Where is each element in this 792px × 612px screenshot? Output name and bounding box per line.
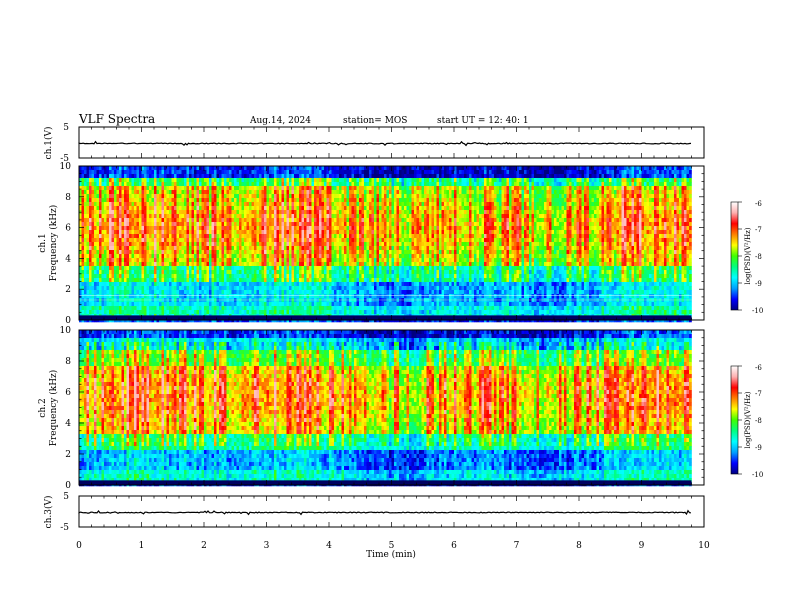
- ch3-waveform-panel: 5 -5 ch.3(V): [43, 492, 705, 533]
- time-tick-label: 6: [451, 541, 457, 551]
- frequency-tick-label: 8: [65, 357, 71, 367]
- time-axis-tick-labels: 0 1 2 3 4 5 6 7 8 9 10: [76, 541, 710, 551]
- ch3-waveform-trace: [78, 509, 692, 516]
- ch2-spectrogram-ylabel-channel: ch.2: [38, 398, 48, 417]
- ch1-waveform-trace: [78, 140, 692, 147]
- ch2-colorbar-tick: -6: [755, 364, 762, 372]
- frequency-tick-label: 4: [65, 254, 71, 264]
- ch2-spectrogram-ticks: 0 2 4 6 8 10: [60, 326, 705, 491]
- time-tick-label: 2: [201, 541, 207, 551]
- ch1-waveform-frame: [78, 126, 705, 159]
- frequency-tick-label: 4: [65, 419, 71, 429]
- frequency-tick-label: 2: [65, 450, 71, 460]
- ch3-waveform-ticks: [78, 496, 705, 527]
- ch1-ytick-top: 5: [63, 123, 69, 133]
- start-time-label: start UT = 12: 40: 1: [437, 116, 529, 126]
- ch1-colorbar-scale: [730, 201, 739, 311]
- ch1-spectrogram-image: [79, 166, 692, 323]
- ch1-waveform-panel: 5 -5 ch.1(V): [43, 123, 705, 164]
- ch3-ytick-bottom: -5: [60, 523, 69, 533]
- ch1-colorbar-tick: -6: [755, 200, 762, 208]
- figure-title: VLF Spectra: [78, 112, 155, 126]
- ch2-spectrogram-ylabel-frequency: Frequency (kHz): [48, 370, 59, 447]
- ch1-colorbar-tick: -8: [755, 253, 762, 261]
- time-tick-label: 4: [326, 541, 332, 551]
- frequency-tick-label: 6: [65, 224, 71, 234]
- ch2-spectrogram-panel: 0 2 4 6 8 10 ch.2 Frequency (kHz) -6 -7 -8 -9…: [38, 326, 763, 491]
- ch2-colorbar-tick: -7: [755, 390, 762, 398]
- time-tick-label: 9: [639, 541, 645, 551]
- ch1-waveform-ylabel: ch.1(V): [43, 127, 54, 160]
- ch2-colorbar-tick: -8: [755, 417, 762, 425]
- ch1-spectrogram-ylabel-channel: ch.1: [38, 233, 48, 252]
- frequency-tick-label: 6: [65, 388, 71, 398]
- ch1-colorbar-label: log(PSD)(V²/Hz): [744, 227, 752, 284]
- ch2-colorbar-tick: -9: [755, 444, 762, 452]
- time-axis-label: Time (min): [366, 549, 416, 560]
- ch2-colorbar: -6 -7 -8 -9 -10 log(PSD)(V²/Hz): [730, 364, 763, 479]
- ch3-waveform-ylabel: ch.3(V): [43, 496, 54, 529]
- ch1-ytick-bottom: -5: [60, 154, 69, 164]
- station-label: station= MOS: [343, 116, 407, 126]
- ch1-colorbar: -6 -7 -8 -9 -10 log(PSD)(V²/Hz): [730, 200, 763, 315]
- frequency-tick-label: 2: [65, 285, 71, 295]
- frequency-tick-label: 8: [65, 193, 71, 203]
- ch1-spectrogram-panel: 0 2 4 6 8 10 ch.1 Frequency (kHz) -6 -7 -8 -9…: [38, 162, 763, 326]
- time-tick-label: 10: [698, 541, 710, 551]
- time-tick-label: 8: [576, 541, 582, 551]
- ch2-colorbar-tick: -10: [752, 471, 763, 479]
- ch2-spectrogram-image: [79, 330, 692, 487]
- ch2-colorbar-scale: [730, 365, 739, 475]
- ch3-waveform-frame: [78, 495, 705, 528]
- ch3-ytick-top: 5: [63, 492, 69, 502]
- frequency-tick-label: 0: [65, 316, 71, 326]
- ch1-waveform-ticks: [78, 127, 705, 158]
- frequency-tick-label: 10: [60, 162, 72, 172]
- ch1-colorbar-tick: -10: [752, 307, 763, 315]
- time-tick-label: 3: [264, 541, 270, 551]
- ch1-colorbar-tick: -9: [755, 280, 762, 288]
- time-tick-label: 7: [514, 541, 520, 551]
- ch1-colorbar-tick: -7: [755, 226, 762, 234]
- frequency-tick-label: 10: [60, 326, 72, 336]
- ch1-spectrogram-ylabel-frequency: Frequency (kHz): [48, 205, 59, 282]
- frequency-tick-label: 0: [65, 481, 71, 491]
- time-tick-label: 0: [76, 541, 82, 551]
- time-tick-label: 1: [139, 541, 145, 551]
- ch1-spectrogram-ticks: 0 2 4 6 8 10: [60, 162, 705, 326]
- time-tick-label: 5: [389, 541, 395, 551]
- date-label: Aug.14, 2024: [249, 116, 311, 126]
- ch2-colorbar-label: log(PSD)(V²/Hz): [744, 391, 752, 448]
